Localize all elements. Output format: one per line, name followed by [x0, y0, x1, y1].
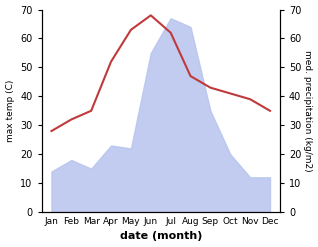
- Y-axis label: med. precipitation (kg/m2): med. precipitation (kg/m2): [303, 50, 313, 172]
- Y-axis label: max temp (C): max temp (C): [5, 80, 15, 142]
- X-axis label: date (month): date (month): [120, 231, 202, 242]
